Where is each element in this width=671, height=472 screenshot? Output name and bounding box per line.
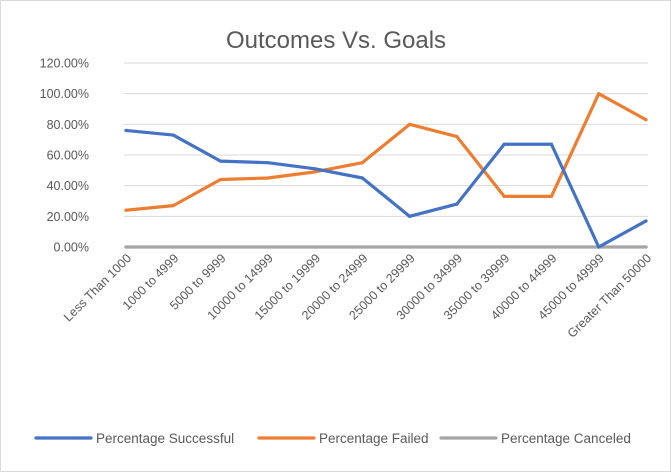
series-line-1 [124, 92, 648, 212]
data-point [549, 142, 554, 146]
data-point [502, 142, 506, 146]
series-lines [124, 92, 648, 249]
data-point [171, 245, 175, 249]
data-point [266, 161, 270, 165]
data-point [360, 161, 364, 165]
data-point [266, 245, 270, 249]
data-point [218, 159, 223, 163]
data-point [171, 133, 175, 137]
data-point [408, 214, 412, 218]
data-point [597, 92, 601, 96]
chart-title: Outcomes Vs. Goals [226, 27, 446, 54]
data-point [313, 167, 317, 171]
data-point [549, 245, 554, 249]
data-point [171, 204, 175, 208]
y-tick-label: 120.00% [40, 57, 89, 71]
data-point [549, 194, 554, 198]
y-tick-label: 80.00% [47, 118, 89, 132]
data-point [502, 194, 506, 198]
x-tick-label: Less Than 1000 [61, 251, 134, 324]
legend-label: Percentage Failed [319, 431, 429, 446]
legend: Percentage Successful Percentage Failed Pe… [34, 431, 631, 446]
data-point [644, 118, 648, 122]
data-point [408, 122, 412, 126]
data-point [360, 176, 364, 180]
data-point [455, 135, 459, 139]
y-tick-label: 100.00% [40, 87, 89, 101]
x-tick-label: Greater Than 50000 [565, 251, 654, 340]
data-point [502, 245, 506, 249]
y-tick-label: 40.00% [47, 179, 89, 193]
y-tick-label: 0.00% [54, 241, 89, 255]
data-point [124, 208, 128, 212]
series-line-0 [124, 128, 648, 249]
data-point [597, 245, 601, 249]
legend-label: Percentage Successful [96, 431, 234, 446]
data-point [124, 245, 128, 249]
data-point [313, 170, 317, 174]
data-point [313, 245, 317, 249]
data-point [455, 202, 459, 206]
data-point [408, 245, 412, 249]
y-tick-label: 60.00% [47, 149, 89, 163]
data-point [124, 128, 128, 133]
data-point [218, 245, 223, 249]
data-point [455, 245, 459, 249]
data-point [266, 176, 270, 180]
data-point [218, 177, 223, 182]
data-point [644, 219, 648, 223]
y-tick-label: 20.00% [47, 210, 89, 224]
data-point [644, 245, 648, 249]
data-point [360, 245, 364, 249]
y-axis-tick-labels: 0.00% 20.00% 40.00% 60.00% 80.00% 100.00% 120.… [40, 57, 89, 255]
legend-label: Percentage Canceled [501, 431, 631, 446]
